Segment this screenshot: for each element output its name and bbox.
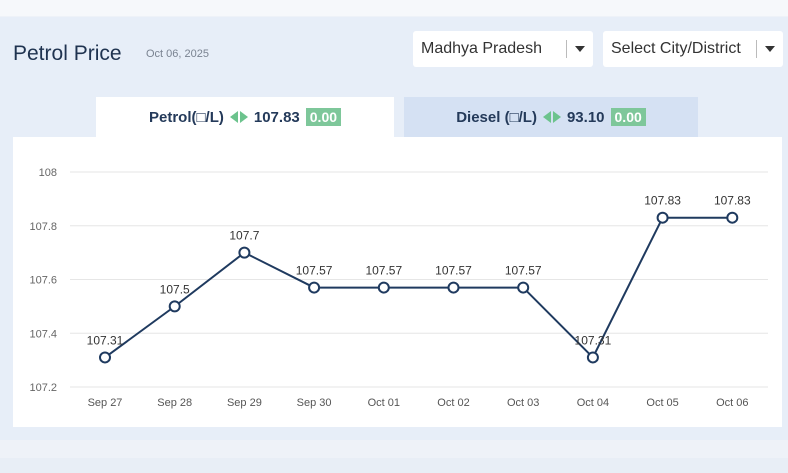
data-point [586,351,599,364]
y-tick-label: 107.8 [29,221,57,233]
data-point [656,211,669,224]
x-tick-label: Sep 28 [157,397,192,409]
x-tick-label: Oct 04 [577,397,609,409]
diesel-price: 93.10 [566,108,605,126]
data-point [238,246,251,259]
tab-petrol-label: Petrol(□/L) [148,108,224,126]
data-label: 107.57 [435,264,472,278]
x-tick-label: Oct 03 [507,397,539,409]
data-label: 107.31 [575,333,612,347]
data-label: 107.57 [505,264,542,278]
x-tick-label: Oct 01 [368,397,400,409]
change-arrows-icon [229,111,248,123]
data-label: 107.83 [714,194,751,208]
data-point [726,211,739,224]
x-tick-label: Sep 30 [297,397,332,409]
petrol-change-badge: 0.00 [305,108,342,126]
tab-diesel[interactable]: Diesel (□/L) 93.10 0.00 [404,97,698,137]
state-select[interactable]: Madhya Pradesh [413,31,593,67]
data-label: 107.57 [365,264,402,278]
top-strip [0,0,788,16]
data-point [308,281,321,294]
x-tick-label: Oct 02 [437,397,469,409]
chevron-down-icon[interactable] [757,46,783,52]
data-point [377,281,390,294]
select-divider [756,40,757,58]
page-title: Petrol Price [13,42,122,65]
data-label: 107.7 [229,229,259,243]
price-date: Oct 06, 2025 [146,48,209,60]
diesel-change-badge: 0.00 [610,108,646,126]
tab-diesel-label: Diesel (□/L) [456,108,537,126]
data-label: 107.57 [296,264,333,278]
x-tick-label: Sep 27 [88,397,123,409]
chevron-down-icon[interactable] [567,46,593,52]
change-arrows-icon [542,111,561,123]
city-select-value: Select City/District [611,40,741,57]
data-point [447,281,460,294]
price-line-chart: 107.2 107.4 107.6 107.8 108 Sep 27 Sep 28 Sep 2… [29,167,768,409]
x-tick-label: Oct 05 [646,397,678,409]
select-divider [566,40,567,58]
y-tick-label: 107.6 [29,275,57,287]
petrol-price: 107.83 [253,108,300,126]
y-tick-label: 107.4 [29,328,57,340]
city-select[interactable]: Select City/District [603,31,783,67]
data-label: 107.31 [87,333,124,347]
y-tick-label: 108 [39,167,57,179]
data-point [517,281,530,294]
bottom-strip [0,458,788,473]
data-label: 107.5 [160,282,190,296]
series-line [104,216,733,360]
price-chart-container: 107.2 107.4 107.6 107.8 108 Sep 27 Sep 28 Sep 2… [13,137,782,427]
y-tick-label: 107.2 [29,382,57,394]
x-tick-label: Sep 29 [227,397,262,409]
state-select-value: Madhya Pradesh [421,40,542,57]
data-point [99,351,111,364]
data-label: 107.83 [644,194,681,208]
data-point [168,300,181,313]
tab-petrol[interactable]: Petrol(□/L) 107.83 0.00 [96,97,394,137]
x-tick-label: Oct 06 [716,397,748,409]
